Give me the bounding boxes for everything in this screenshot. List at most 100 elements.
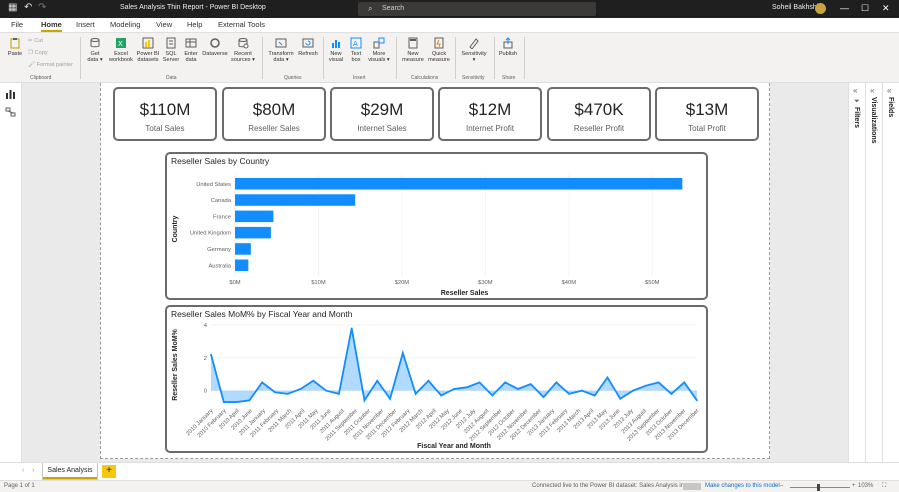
tab-insert[interactable]: Insert [76,20,95,29]
view-switcher [0,83,22,462]
ribbon-separator [323,37,324,79]
undo-icon[interactable]: ↶ [24,2,33,13]
status-bar: Page 1 of 1 Connected live to the Power … [0,480,899,492]
tab-modeling[interactable]: Modeling [110,20,141,29]
new-measure-button[interactable]: New measure [400,37,426,64]
excel-workbook-button[interactable]: X Excel workbook [108,37,134,64]
more-visuals-button[interactable]: More visuals ▾ [366,37,392,64]
pbi-datasets-label-1: Power BI [136,51,160,57]
make-changes-link[interactable]: Make changes to this model [705,483,780,489]
data-point [465,386,468,389]
model-view-icon[interactable] [5,107,16,117]
redo-icon[interactable]: ↷ [38,2,47,13]
y-tick-label: United Kingdom [190,231,231,237]
data-point [414,393,417,395]
search-input[interactable]: ⌕ Search [358,2,596,16]
zoom-out-icon[interactable]: – [780,483,784,489]
copy-button[interactable]: ❐ Copy [28,50,48,56]
y-tick-label: 0 [204,389,207,395]
data-point [286,393,289,395]
card-internet-profit[interactable]: $12M Internet Profit [438,87,542,141]
group-insert: Insert [353,75,366,81]
data-point [350,327,353,330]
collapse-fields-icon[interactable]: « [887,86,892,95]
zoom-slider-thumb[interactable] [817,484,820,491]
report-page[interactable]: $110M Total Sales $80M Reseller Sales $2… [100,83,770,459]
ribbon-separator [80,37,81,79]
transform-data-button[interactable]: Transform data ▾ [266,37,296,64]
x-tick-label: $20M [395,280,410,286]
transform-icon [275,38,287,48]
previous-page-icon[interactable]: ‹ [22,467,25,474]
next-page-icon[interactable]: › [32,467,35,474]
recent-sources-button[interactable]: Recent sources ▾ [230,37,256,64]
data-point [555,381,558,384]
zoom-slider[interactable] [790,487,850,488]
card-internet-sales[interactable]: $29M Internet Sales [330,87,434,141]
close-icon[interactable]: ✕ [882,3,890,13]
refresh-button[interactable]: Refresh [296,37,320,57]
text-box-label-2: box [351,57,361,64]
data-point [274,391,276,394]
report-view-icon[interactable] [5,89,16,99]
card-total-profit[interactable]: $13M Total Profit [655,87,759,141]
card-reseller-profit[interactable]: $470K Reseller Profit [547,87,651,141]
get-data-button[interactable]: Get data ▾ [84,37,106,64]
card-reseller-sales[interactable]: $80M Reseller Sales [222,87,326,141]
tab-external-tools[interactable]: External Tools [218,20,265,29]
quick-measure-button[interactable]: Quick measure [426,37,452,64]
x-tick-label: $10M [311,280,326,286]
maximize-icon[interactable]: ☐ [861,3,870,13]
format-painter-button[interactable]: 🖌 Format painter [28,62,73,68]
new-visual-button[interactable]: New visual [326,37,346,64]
tab-file[interactable]: File [11,20,24,29]
fields-pane[interactable]: « Fields [882,83,899,462]
publish-label: Publish [498,51,518,57]
enter-data-button[interactable]: Enter data [182,37,200,64]
card-total-sales[interactable]: $110M Total Sales [113,87,217,141]
sql-server-button[interactable]: SQL Server [162,37,180,64]
minimize-icon[interactable]: — [840,3,849,13]
fit-to-page-icon[interactable]: ⛶ [882,483,887,489]
dataverse-button[interactable]: Dataverse [202,37,228,57]
cut-icon: ✂ [28,38,35,44]
data-point [363,399,366,402]
cut-button[interactable]: ✂ Cut [28,38,43,44]
recent-sources-icon [238,38,249,49]
page-tab-sales-analysis[interactable]: Sales Analysis [42,463,98,480]
recent-label-1: Recent [234,51,252,57]
dataverse-label: Dataverse [202,51,228,57]
tab-help[interactable]: Help [187,20,203,29]
tab-view[interactable]: View [156,20,173,29]
text-box-button[interactable]: A Text box [348,37,364,64]
y-tick-label: 4 [204,323,208,329]
visual-title: Reseller Sales by Country [171,156,270,166]
window-title: Sales Analysis Thin Report - Power BI De… [120,4,266,11]
visualizations-pane[interactable]: « Visualizations [865,83,882,462]
powerbi-datasets-button[interactable]: Power BI datasets [136,37,160,64]
data-point [261,381,263,384]
data-point [657,381,660,384]
recent-label-2: sources ▾ [231,57,255,64]
bar-chart-visual[interactable]: Reseller Sales by Country $0M $10M $20M $30… [165,152,708,300]
line-chart-visual[interactable]: Reseller Sales MoM% by Fiscal Year and M… [165,305,708,453]
card-label: Reseller Profit [573,124,625,133]
bar [235,226,271,239]
y-axis-title: Reseller Sales MoM% [172,328,179,400]
x-axis-title: Reseller Sales [441,290,489,297]
user-name[interactable]: Soheil Bakhshi [772,4,819,11]
publish-button[interactable]: Publish [496,37,520,57]
add-page-button[interactable]: + [102,465,116,478]
data-point [440,394,443,397]
bar [235,194,356,206]
tab-home[interactable]: Home [41,20,62,32]
zoom-in-icon[interactable]: + [852,483,856,489]
avatar[interactable] [815,3,826,14]
sensitivity-button[interactable]: Sensitivity ▾ [458,37,490,64]
filters-pane[interactable]: « ⏷ Filters [848,83,865,462]
data-point [568,393,570,395]
data-point [645,384,647,387]
collapse-visualizations-icon[interactable]: « [870,86,875,95]
collapse-filters-icon[interactable]: « [853,86,858,95]
paste-button[interactable]: Paste [5,37,25,57]
